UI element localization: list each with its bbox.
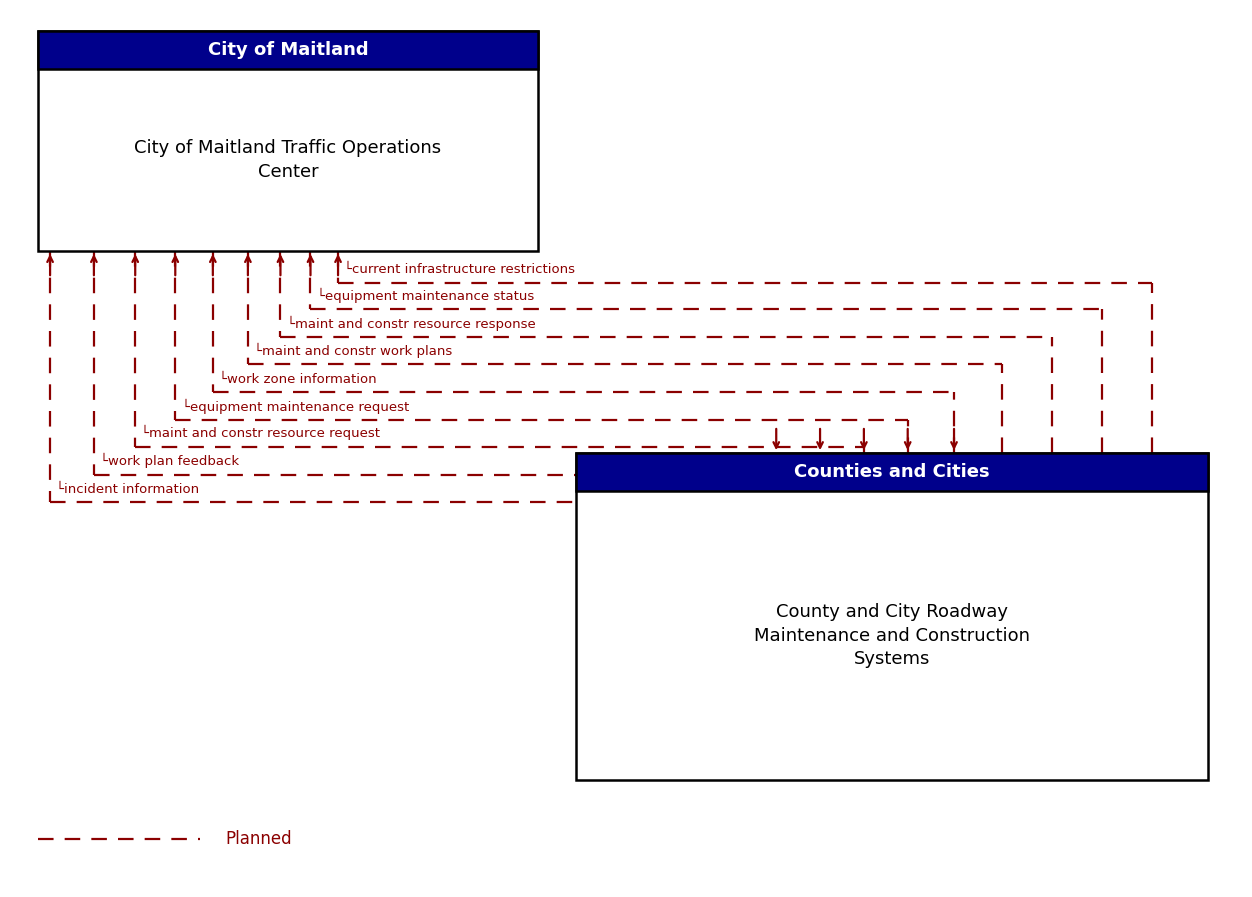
Bar bbox=[38, 31, 538, 69]
Bar bbox=[38, 31, 538, 251]
Text: └work plan feedback: └work plan feedback bbox=[100, 453, 239, 468]
Bar bbox=[576, 453, 1208, 491]
Text: Counties and Cities: Counties and Cities bbox=[794, 463, 990, 481]
Text: └equipment maintenance status: └equipment maintenance status bbox=[317, 288, 535, 303]
Text: └work zone information: └work zone information bbox=[219, 373, 377, 386]
Text: └equipment maintenance request: └equipment maintenance request bbox=[182, 398, 409, 414]
Bar bbox=[576, 453, 1208, 780]
Text: Planned: Planned bbox=[225, 830, 292, 848]
Text: City of Maitland: City of Maitland bbox=[208, 41, 368, 59]
Text: └maint and constr work plans: └maint and constr work plans bbox=[254, 343, 452, 358]
Text: City of Maitland Traffic Operations
Center: City of Maitland Traffic Operations Cent… bbox=[134, 139, 442, 181]
Text: └current infrastructure restrictions: └current infrastructure restrictions bbox=[344, 264, 576, 276]
Text: County and City Roadway
Maintenance and Construction
Systems: County and City Roadway Maintenance and … bbox=[754, 603, 1030, 668]
Text: └incident information: └incident information bbox=[56, 483, 199, 496]
Text: └maint and constr resource request: └maint and constr resource request bbox=[141, 425, 381, 440]
Text: └maint and constr resource response: └maint and constr resource response bbox=[287, 316, 536, 331]
